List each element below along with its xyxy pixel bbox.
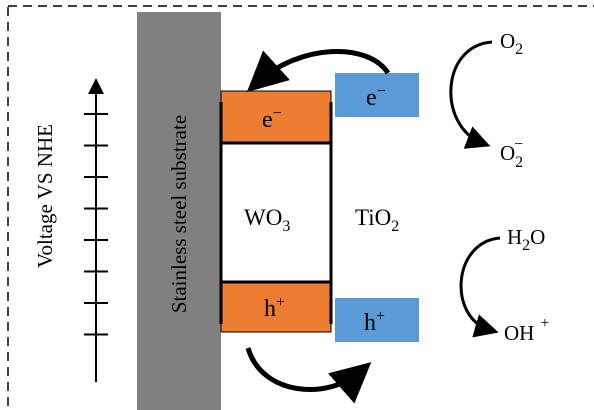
voltage-axis-label: Voltage VS NHE — [33, 124, 57, 268]
hole-transfer-arrow — [245, 347, 372, 404]
water-oxidation: H2O OH + — [459, 225, 549, 345]
wo3-vb-hole-label: h+ — [264, 294, 285, 322]
water-oxidation-arrow — [459, 236, 501, 338]
wo3-cb-electron-label: e− — [262, 105, 282, 133]
voltage-axis-ticks — [84, 113, 108, 336]
voltage-axis: Voltage VS NHE — [33, 78, 108, 382]
water-label: H2O — [507, 225, 545, 254]
oxygen-reduction: O2 O2− — [449, 29, 523, 171]
stainless-steel-substrate: Stainless steel substrate — [137, 12, 221, 410]
wo3-layer: e− WO3 h+ — [219, 90, 333, 333]
substrate-label: Stainless steel substrate — [167, 115, 191, 313]
tio2-cb-electron-label: e− — [366, 83, 386, 111]
tio2-vb-hole-label: h+ — [364, 308, 385, 336]
superoxide-label: O2− — [500, 136, 523, 171]
hydroxyl-label: OH + — [504, 315, 549, 345]
tio2-label: TiO2 — [355, 205, 399, 235]
tio2-valence-band — [335, 298, 419, 342]
tio2-layer: e− TiO2 h+ — [335, 73, 419, 342]
tio2-conduction-band — [335, 73, 419, 117]
wo3-conduction-band — [220, 90, 332, 144]
oxygen-reduction-arrow — [449, 40, 493, 149]
electron-transfer-arrow — [246, 48, 391, 93]
substrate-bar — [137, 12, 221, 410]
wo3-label: WO3 — [244, 205, 290, 235]
o2-reactant-label: O2 — [500, 29, 523, 58]
